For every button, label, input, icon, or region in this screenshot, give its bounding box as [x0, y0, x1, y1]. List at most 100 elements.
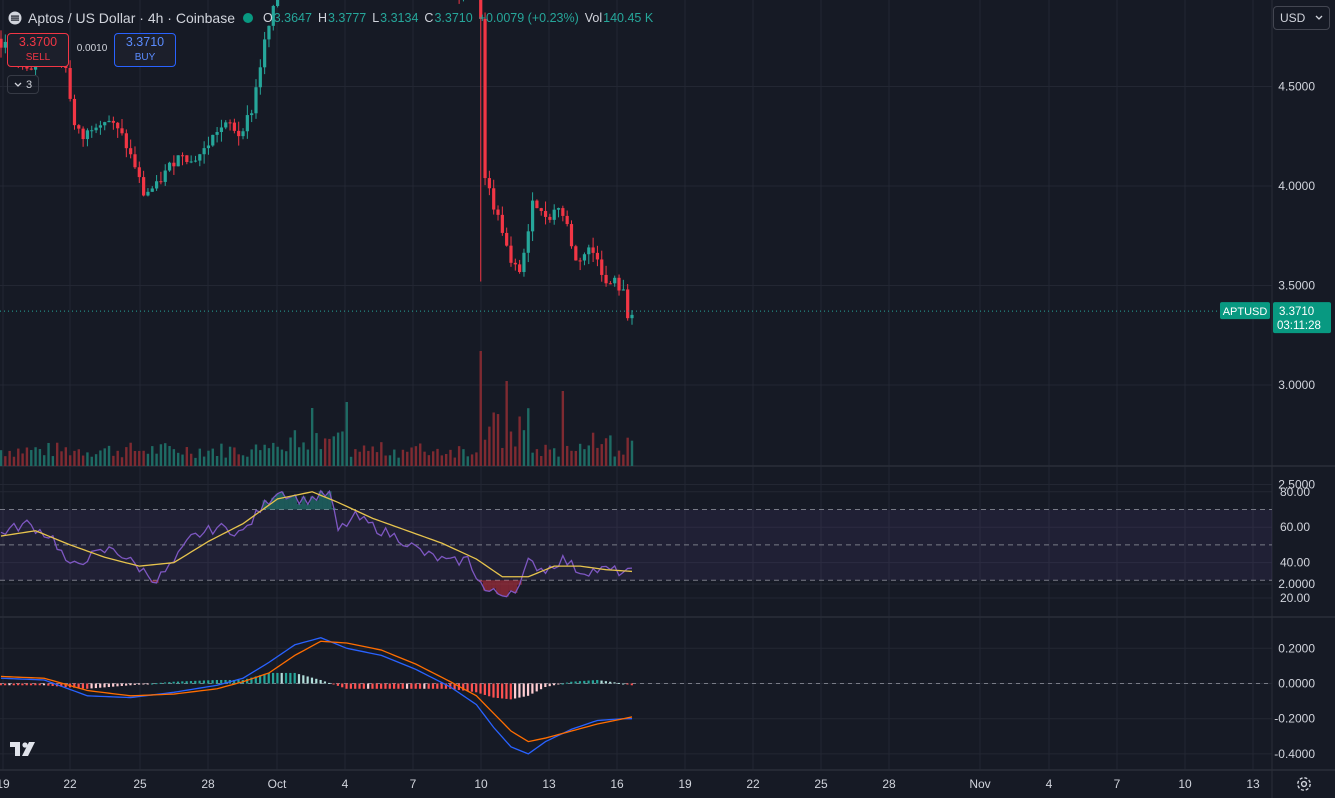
symbol-price-tag-label: APTUSD — [1223, 306, 1268, 318]
macd-histogram-bar — [77, 683, 80, 689]
macd-histogram-bar — [194, 680, 197, 684]
volume-bar — [4, 456, 7, 466]
buy-button[interactable]: 3.3710 BUY — [114, 33, 176, 67]
volume-bar — [341, 431, 344, 466]
ohlc-values: O3.3647 H3.3777 L3.3134 C3.3710 +0.0079 … — [263, 11, 653, 25]
macd-histogram-bar — [392, 683, 396, 689]
candle-body — [29, 68, 33, 70]
volume-bar — [535, 449, 539, 466]
sell-button[interactable]: 3.3700 SELL — [7, 33, 69, 67]
volume-bar — [263, 444, 266, 466]
volume-bar — [419, 443, 422, 466]
macd-histogram-bar — [531, 683, 534, 694]
tradingview-logo-icon[interactable] — [10, 740, 42, 758]
sell-label: SELL — [25, 52, 51, 63]
candle-body — [513, 262, 517, 265]
macd-histogram-bar — [51, 683, 54, 686]
volume-bar — [254, 444, 258, 466]
volume-bar — [73, 450, 76, 466]
rsi-ma-line — [0, 491, 633, 578]
time-axis-label: 25 — [133, 777, 147, 791]
volume-bar — [47, 442, 50, 466]
volume-bar — [185, 447, 189, 466]
time-axis-label: 7 — [410, 777, 417, 791]
volume-bar — [267, 448, 271, 466]
candle-body — [103, 122, 107, 126]
last-price-tag — [1273, 302, 1331, 334]
candle-body — [98, 125, 103, 128]
volume-bar — [561, 391, 565, 466]
macd-histogram-bar — [462, 683, 465, 691]
volume-bar — [285, 451, 288, 466]
macd-histogram-bar — [596, 679, 599, 684]
candle-body — [552, 209, 556, 220]
macd-histogram-bar — [436, 683, 439, 689]
macd-histogram-bar — [561, 683, 564, 685]
macd-histogram-bar — [501, 683, 504, 699]
volume-bar — [427, 455, 431, 466]
candle-body — [163, 170, 167, 182]
volume-bar — [228, 446, 232, 466]
volume-bar — [587, 445, 590, 466]
symbol-title[interactable]: Aptos / US Dollar · 4h · Coinbase — [8, 10, 235, 26]
macd-histogram-bar — [604, 681, 607, 684]
indicators-toggle-button[interactable]: 3 — [7, 75, 39, 94]
candle-body — [185, 155, 189, 162]
symbol-price-tag — [1220, 302, 1270, 320]
candle-body — [137, 167, 141, 178]
volume-bar — [302, 442, 305, 466]
volume-bar — [250, 449, 253, 466]
macd-histogram-bar — [410, 683, 413, 689]
candle-body — [582, 254, 587, 261]
volume-bar — [211, 448, 214, 466]
currency-select[interactable]: USD — [1273, 6, 1330, 30]
macd-histogram-bar — [583, 680, 586, 684]
volume-bar — [553, 448, 556, 466]
time-axis-label: 10 — [474, 777, 488, 791]
volume-bar — [358, 451, 361, 466]
volume-bar — [414, 446, 418, 466]
macd-histogram-bar — [73, 683, 76, 688]
macd-signal-line — [0, 640, 633, 743]
macd-histogram-bar — [444, 683, 448, 689]
volume-bar — [462, 449, 465, 466]
macd-histogram-bar — [64, 683, 67, 688]
macd-histogram-bar — [617, 682, 620, 684]
time-axis-label: 28 — [201, 777, 215, 791]
low-key: L — [372, 11, 380, 25]
candle-body — [129, 148, 133, 155]
volume-bar — [298, 447, 301, 466]
settings-gear-icon[interactable] — [1295, 775, 1313, 793]
candle-body — [154, 181, 159, 189]
macd-histogram-bar — [514, 683, 517, 699]
macd-histogram-bar — [492, 683, 495, 698]
macd-histogram-bar — [99, 683, 102, 688]
macd-histogram-bar — [250, 677, 253, 684]
candle-body — [561, 208, 565, 216]
macd-histogram-bar — [483, 683, 486, 695]
volume-bar — [544, 444, 547, 466]
rsi-band — [0, 509, 1272, 581]
time-axis-label: 4 — [342, 777, 349, 791]
volume-bar — [570, 450, 573, 466]
volume-bar — [64, 447, 68, 466]
volume-bar — [466, 456, 469, 466]
volume-bar — [276, 446, 279, 466]
macd-histogram-bar — [181, 681, 184, 684]
volume-bar — [488, 426, 491, 466]
candle-body — [142, 177, 146, 196]
macd-histogram-bar — [202, 680, 206, 684]
macd-histogram-bar — [34, 683, 37, 686]
candle-body — [574, 246, 578, 261]
volume-bars — [0, 351, 634, 466]
volume-bar — [436, 448, 439, 466]
volume-bar — [531, 452, 534, 466]
market-status-icon[interactable] — [242, 13, 253, 23]
volume-bar — [280, 449, 284, 466]
volume-bar — [25, 447, 29, 466]
macd-histogram-bar — [367, 683, 370, 689]
volume-bar — [60, 451, 63, 466]
volume-bar — [259, 450, 262, 466]
macd-histogram-bar — [185, 681, 188, 684]
